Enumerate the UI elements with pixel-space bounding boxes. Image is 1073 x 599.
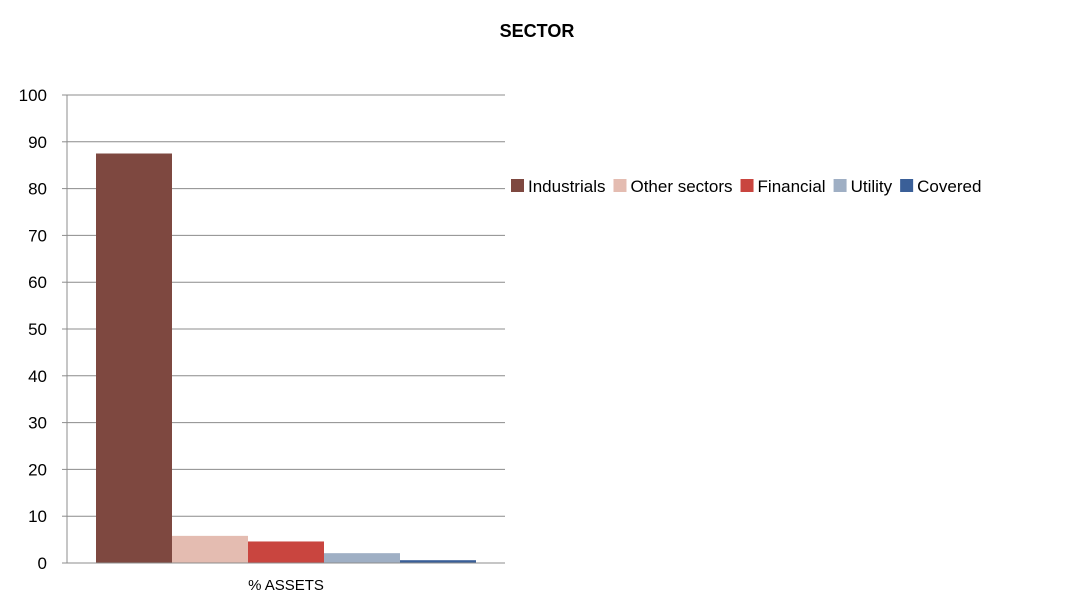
bar-industrials [96,153,172,563]
y-tick-label: 10 [28,507,47,526]
x-axis: % ASSETS [67,562,505,594]
y-tick-label: 40 [28,367,47,386]
y-tick-label: 50 [28,320,47,339]
bar-financial [248,541,324,563]
chart-title: SECTOR [500,21,575,41]
legend-swatch [833,179,847,192]
legend-label: Utility [851,177,893,196]
bar-covered [400,560,476,563]
x-category-label: % ASSETS [248,577,324,594]
bar-utility [324,553,400,563]
y-tick-label: 30 [28,414,47,433]
bar-group [96,153,476,563]
legend-swatch [900,179,914,192]
y-axis: 0 10 20 30 40 50 60 70 80 90 100 [19,86,68,573]
legend-swatch [511,179,524,192]
legend: Industrials Other sectors Financial Utility… [511,177,981,196]
legend-label: Financial [758,177,826,196]
legend-swatch [740,179,754,192]
legend-label: Covered [917,177,981,196]
y-tick-label: 80 [28,180,47,199]
y-tick-label: 0 [38,554,47,573]
legend-swatch [613,179,627,192]
legend-label: Other sectors [630,177,732,196]
y-tick-label: 90 [28,133,47,152]
bar-other-sectors [172,535,248,563]
y-tick-label: 60 [28,273,47,292]
y-tick-label: 100 [19,86,47,105]
legend-label: Industrials [528,177,605,196]
y-tick-label: 20 [28,460,47,479]
y-tick-label: 70 [28,226,47,245]
